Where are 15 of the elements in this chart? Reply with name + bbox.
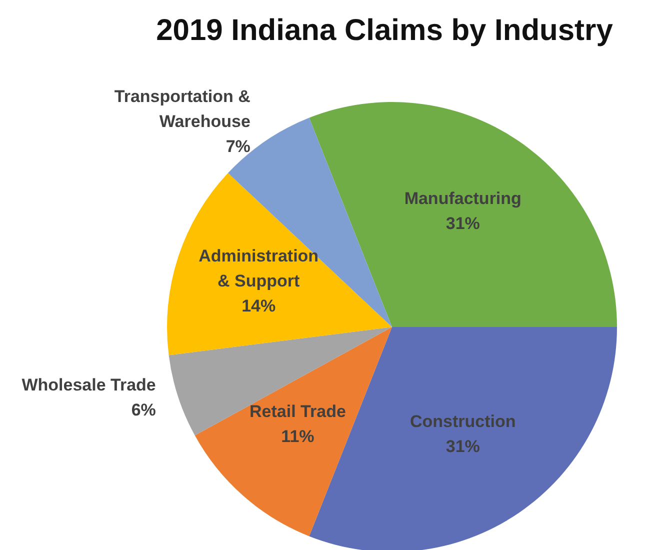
data-label: 31% — [446, 213, 480, 232]
slice-label: Wholesale Trade — [22, 375, 156, 394]
data-label: 31% — [446, 436, 480, 456]
data-label: 6% — [131, 400, 156, 420]
slice-label: Transportation & Warehouse — [114, 86, 250, 131]
data-label: 11% — [281, 426, 314, 446]
pie-slice — [167, 172, 392, 356]
chart-title: 2019 Indiana Claims by Industry — [155, 14, 614, 48]
pie-slice — [194, 327, 392, 536]
slice-label: Manufacturing — [404, 188, 522, 208]
slice-label: Construction — [410, 412, 516, 431]
data-label: 7% — [226, 136, 250, 156]
slice-label: Retail Trade — [250, 401, 346, 420]
slice-label: Administration & Support — [198, 246, 319, 290]
data-label: 14% — [242, 296, 276, 315]
